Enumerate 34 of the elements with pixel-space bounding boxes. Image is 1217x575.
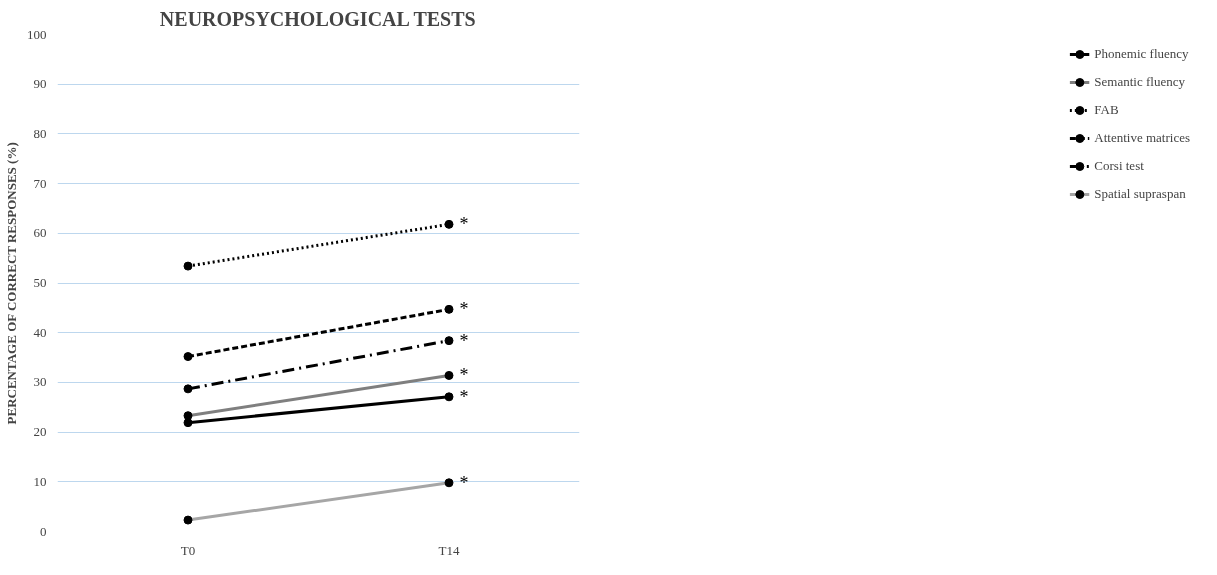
y-axis-title: PERCENTAGE OF CORRECT RESPONSES (%): [4, 142, 19, 425]
annotation: *: [459, 386, 469, 407]
legend-label: Spatial supraspan: [1094, 186, 1186, 202]
annotation: *: [459, 365, 469, 386]
y-tick-label: 50: [33, 275, 47, 290]
y-tick-label: 10: [33, 473, 47, 489]
x-tick-label: T14: [438, 542, 460, 558]
point: [183, 384, 193, 394]
y-tick-label: 40: [33, 324, 47, 340]
annotation: *: [459, 299, 469, 320]
annotation: *: [459, 330, 469, 351]
y-tick-label: 20: [33, 424, 47, 440]
y-tick-label: 70: [33, 175, 47, 191]
point: [444, 219, 454, 229]
legend-label: Attentive matrices: [1094, 130, 1190, 146]
y-tick-label: 80: [33, 125, 47, 141]
point: [183, 261, 193, 271]
y-tick-label: 90: [33, 76, 47, 92]
legend-label: FAB: [1094, 102, 1119, 118]
legend-label: Semantic fluency: [1094, 74, 1185, 90]
annotation: *: [459, 214, 469, 235]
y-tick-label: 100: [27, 26, 47, 42]
chart-title: NEUROPSYCHOLOGICAL TESTS: [159, 7, 476, 30]
x-tick-label: T0: [180, 542, 196, 558]
legend-label: Corsi test: [1094, 158, 1144, 174]
legend-label: Phonemic fluency: [1094, 46, 1189, 62]
point: [444, 392, 454, 402]
y-tick-label: 30: [33, 374, 47, 390]
point: [444, 336, 454, 346]
y-tick-label: 60: [33, 225, 47, 241]
point: [444, 304, 454, 314]
point: [183, 352, 193, 362]
annotation: *: [459, 472, 469, 493]
y-tick-label: 0: [40, 523, 47, 539]
